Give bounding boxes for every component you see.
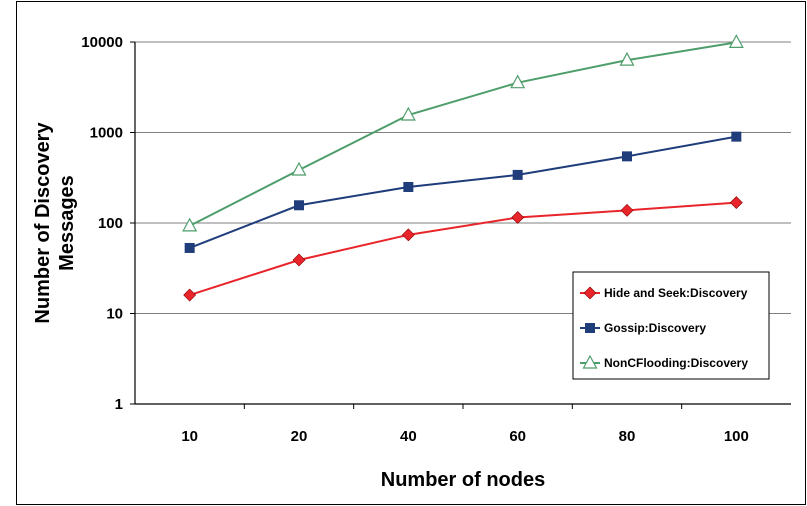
y-tick-label: 1000 (90, 125, 123, 142)
series-line (189, 201, 737, 296)
chart-frame (16, 1, 806, 505)
data-point (620, 203, 634, 217)
y-tick-label: 10 (106, 306, 123, 323)
data-point (401, 228, 415, 242)
data-point (622, 151, 632, 162)
data-point (512, 169, 523, 180)
series-line (189, 135, 737, 249)
legend: Hide and Seek:Discovery Gossip:Discovery N… (572, 271, 770, 380)
x-tick-label: 10 (181, 428, 198, 445)
data-point (184, 242, 195, 253)
x-tick-label: 20 (291, 428, 308, 445)
data-point (182, 217, 198, 232)
y-axis-title-line-2: Messages (56, 175, 78, 271)
data-point (728, 34, 744, 48)
y-tick-label: 1 (115, 396, 123, 413)
x-tick-label: 40 (400, 428, 417, 445)
y-axis-title-line-1: Number of Discovery (32, 122, 54, 324)
x-axis-title: Number of nodes (381, 469, 545, 491)
data-point (729, 196, 743, 210)
y-tick-label: 100 (98, 215, 123, 232)
data-point (400, 106, 416, 121)
series-line (189, 41, 737, 227)
series-diamond (183, 196, 743, 302)
legend-box (572, 271, 770, 380)
legend-label: Gossip:Discovery (604, 321, 706, 335)
data-point (292, 253, 306, 267)
legend-label: Hide and Seek:Discovery (604, 286, 748, 300)
x-tick-label: 100 (724, 428, 749, 445)
legend-marker (585, 323, 595, 333)
data-point (183, 288, 197, 302)
data-point (403, 181, 414, 192)
data-point (619, 51, 635, 66)
y-tick-label: 10000 (81, 34, 123, 51)
series-lines (182, 34, 744, 302)
y-tick-labels: 1 10 100 1000 10000 (81, 34, 135, 413)
data-point (291, 161, 307, 176)
x-tick-labels: 10 20 40 60 80 100 (181, 404, 749, 445)
legend-marker (582, 354, 598, 369)
data-point (731, 131, 742, 142)
x-tick-label: 80 (619, 428, 636, 445)
legend-label: NonCFlooding:Discovery (604, 356, 748, 370)
x-tick-label: 60 (509, 428, 526, 445)
data-point (294, 200, 304, 211)
series-square (184, 131, 742, 253)
series-triangle (182, 34, 744, 232)
legend-marker (583, 286, 597, 300)
data-point (511, 211, 525, 224)
data-point (510, 74, 526, 89)
